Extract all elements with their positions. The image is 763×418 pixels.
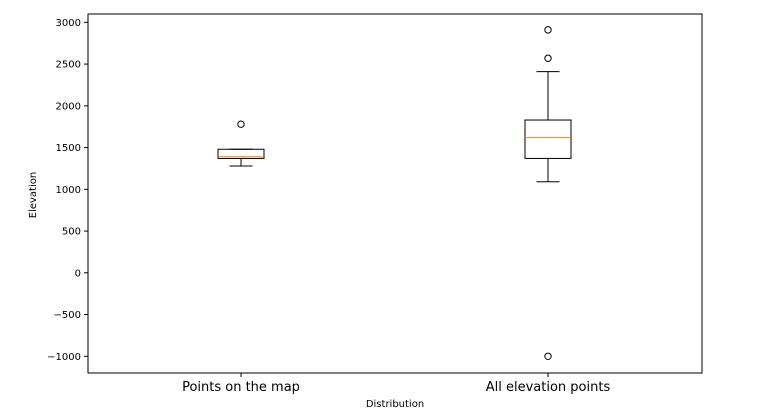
- y-tick-label: 2500: [56, 60, 81, 71]
- plot-frame: [87, 13, 703, 374]
- x-tick-label: All elevation points: [486, 380, 611, 395]
- box-group: [524, 26, 572, 361]
- box-series: [217, 26, 572, 361]
- y-axis-ticks: 3000 2500 2000 1500 1000 500 0 −500 −1000: [47, 18, 88, 363]
- y-tick-label: 2000: [56, 101, 81, 112]
- y-tick-label: 500: [62, 227, 81, 238]
- y-tick-label: 3000: [56, 18, 81, 29]
- y-tick-label: 0: [75, 268, 81, 279]
- outlier-point: [544, 54, 552, 62]
- y-axis-label: Elevation: [28, 172, 39, 218]
- outlier-point: [237, 120, 245, 128]
- y-tick-label: −500: [54, 310, 81, 321]
- y-tick-label: −1000: [47, 352, 81, 363]
- box-group: [217, 120, 265, 167]
- outlier-point: [544, 352, 552, 361]
- iqr-box: [524, 119, 572, 159]
- y-tick-label: 1000: [56, 185, 81, 196]
- x-axis-label: Distribution: [366, 399, 424, 410]
- iqr-box: [217, 148, 265, 159]
- x-tick-label: Points on the map: [182, 380, 300, 395]
- outlier-point: [544, 26, 552, 34]
- y-tick-label: 1500: [56, 143, 81, 154]
- x-axis-ticks: Points on the map All elevation points: [182, 373, 610, 395]
